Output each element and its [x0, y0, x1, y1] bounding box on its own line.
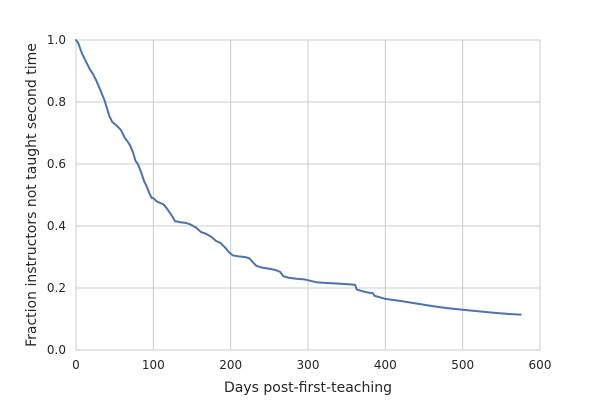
- x-axis-label: Days post-first-teaching: [224, 380, 392, 396]
- x-tick-label: 300: [297, 358, 320, 372]
- y-tick-label: 0.8: [47, 95, 66, 109]
- x-tick-label: 200: [219, 358, 242, 372]
- y-axis-label: Fraction instructors not taught second t…: [24, 43, 40, 347]
- y-tick-label: 0.6: [47, 157, 66, 171]
- y-tick-label: 0.2: [47, 281, 66, 295]
- plot-frame: [75, 39, 541, 351]
- x-tick-labels: 0 100 200 300 400 500 600: [72, 358, 551, 372]
- y-tick-label: 0.4: [47, 219, 66, 233]
- series-layer: [75, 39, 522, 316]
- x-tick-label: 600: [529, 358, 552, 372]
- y-tick-label: 0.0: [47, 343, 66, 357]
- y-tick-label: 1.0: [47, 33, 66, 47]
- x-tick-label: 100: [142, 358, 165, 372]
- x-tick-label: 0: [72, 358, 80, 372]
- series-line: [75, 39, 522, 316]
- x-tick-label: 500: [451, 358, 474, 372]
- x-tick-label: 400: [374, 358, 397, 372]
- y-tick-labels: 0.0 0.2 0.4 0.6 0.8 1.0: [47, 33, 66, 357]
